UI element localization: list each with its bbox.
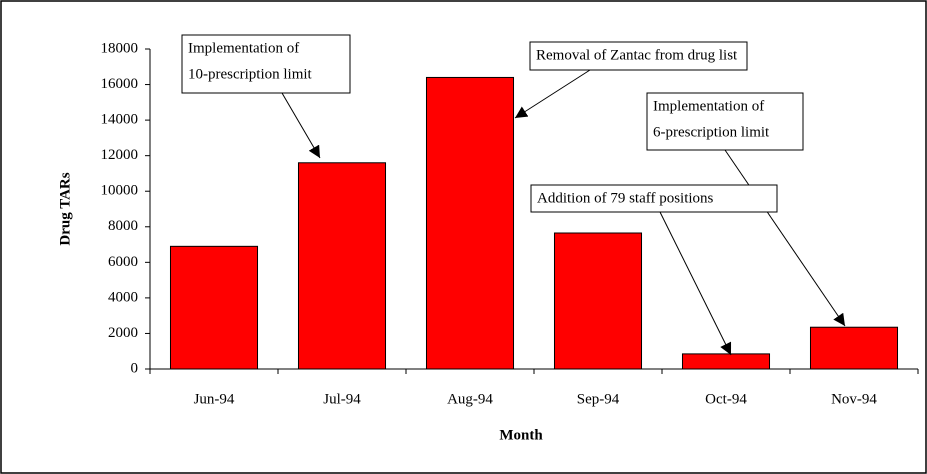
x-axis-label: Month bbox=[499, 427, 543, 443]
y-tick-label: 14000 bbox=[101, 112, 139, 128]
y-tick-label: 12000 bbox=[101, 147, 139, 163]
annotation-arrow bbox=[724, 149, 846, 327]
annotation-text: Addition of 79 staff positions bbox=[537, 190, 714, 206]
y-tick-label: 2000 bbox=[108, 325, 138, 341]
x-tick-label: Jun-94 bbox=[194, 391, 235, 407]
bar bbox=[553, 232, 643, 370]
y-tick-label: 4000 bbox=[108, 289, 138, 305]
annotation-arrow bbox=[659, 211, 732, 356]
x-tick-label: Oct-94 bbox=[705, 391, 747, 407]
bar bbox=[169, 245, 259, 370]
annotation-text: Implementation of bbox=[653, 98, 764, 114]
y-tick-label: 8000 bbox=[108, 218, 138, 234]
y-tick-label: 16000 bbox=[101, 76, 139, 92]
y-axis-label: Drug TARs bbox=[57, 172, 73, 245]
annotation-box bbox=[646, 92, 804, 151]
y-tick-label: 0 bbox=[131, 360, 139, 376]
x-tick-label: Aug-94 bbox=[447, 391, 493, 407]
annotation-text: Implementation of bbox=[188, 40, 299, 56]
annotation-box bbox=[181, 34, 351, 94]
y-tick-label: 6000 bbox=[108, 254, 138, 270]
bar bbox=[425, 76, 515, 370]
annotation-arrow bbox=[281, 92, 321, 159]
x-tick-label: Jul-94 bbox=[323, 391, 361, 407]
x-tick-label: Nov-94 bbox=[831, 391, 877, 407]
annotation-text: 6-prescription limit bbox=[653, 124, 770, 140]
annotation-box bbox=[529, 41, 748, 71]
bar bbox=[681, 353, 771, 370]
annotation-text: 10-prescription limit bbox=[188, 66, 313, 82]
annotation-text: Removal of Zantac from drug list bbox=[536, 47, 738, 63]
bar bbox=[297, 162, 387, 370]
y-tick-label: 18000 bbox=[101, 40, 139, 56]
y-tick-label: 10000 bbox=[101, 183, 139, 199]
annotation-arrow bbox=[514, 69, 591, 119]
annotation-box bbox=[530, 184, 778, 213]
bar bbox=[809, 326, 899, 370]
x-tick-label: Sep-94 bbox=[577, 391, 620, 407]
